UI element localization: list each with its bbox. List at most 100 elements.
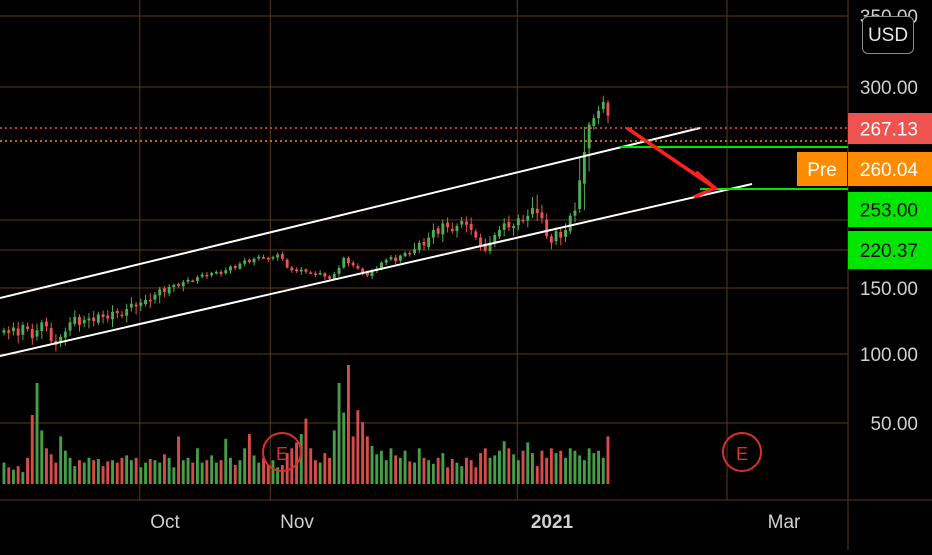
volume-bar <box>431 463 435 484</box>
candle-body <box>177 284 180 286</box>
volume-bar <box>587 448 591 484</box>
volume-bar <box>582 460 586 484</box>
candle-body <box>280 254 284 259</box>
price-tag <box>848 113 932 144</box>
candle-body <box>413 249 416 254</box>
volume-bar <box>564 457 567 484</box>
candles <box>2 95 610 352</box>
candle-body <box>408 252 412 255</box>
candle-body <box>73 317 77 324</box>
candle-body <box>356 266 360 269</box>
volume-bar <box>210 455 214 484</box>
currency-label: USD <box>867 25 909 46</box>
volume-bar <box>290 448 294 484</box>
volume-bar <box>243 448 247 484</box>
candle-body <box>285 259 289 268</box>
volume-bar <box>144 462 147 484</box>
volume-bar <box>219 460 223 484</box>
volume-bar <box>191 462 195 484</box>
candle-body <box>427 237 431 247</box>
candle-body <box>309 272 313 274</box>
candle-body <box>365 272 369 276</box>
candle-body <box>601 102 605 110</box>
candle-body <box>63 331 67 338</box>
candle-body <box>271 257 275 259</box>
volume-bar <box>323 453 327 484</box>
volume-bar <box>365 436 369 484</box>
candle-body <box>328 276 331 279</box>
candle-body <box>587 124 591 149</box>
volume-bar <box>601 457 605 484</box>
volume-bar <box>450 459 454 484</box>
volume-bar <box>531 453 534 484</box>
volume-bar <box>26 457 29 484</box>
candle-body <box>578 180 582 209</box>
volume-bar <box>554 453 558 484</box>
currency-button[interactable]: USD <box>862 16 914 54</box>
pre-tag <box>797 152 847 186</box>
volume-bar <box>460 466 464 484</box>
candle-body <box>49 327 53 341</box>
volume-bars <box>2 365 610 485</box>
candle-body <box>299 269 303 272</box>
volume-bar <box>304 418 308 485</box>
volume-bar <box>163 454 166 485</box>
candle-body <box>545 219 549 237</box>
candle-body <box>361 268 365 273</box>
candle-body <box>332 274 336 280</box>
volume-bar <box>498 450 501 484</box>
volume-bar <box>7 467 11 484</box>
volume-bar <box>106 461 110 484</box>
volume-bar <box>196 448 199 484</box>
candle-body <box>337 268 341 274</box>
volume-bar <box>233 465 237 484</box>
volume-bar <box>285 453 289 484</box>
y-tick-label: 300.00 <box>860 78 918 99</box>
price-tag <box>848 152 932 186</box>
arrow-head <box>693 170 719 199</box>
volume-bar <box>465 457 468 484</box>
candle-body <box>469 224 473 230</box>
volume-bar <box>549 448 553 484</box>
candle-body <box>389 257 393 260</box>
candle-body <box>498 229 501 237</box>
candle-body <box>446 222 449 228</box>
volume-bar <box>427 460 431 484</box>
price-tag <box>848 231 932 269</box>
volume-bar <box>314 460 317 484</box>
volume-bar <box>512 454 516 485</box>
candle-body <box>370 271 374 276</box>
candle-body <box>243 260 247 264</box>
volume-bar <box>403 450 407 484</box>
candle-body <box>233 266 237 268</box>
volume-bar <box>592 453 596 484</box>
volume-bar <box>502 441 506 484</box>
volume-bar <box>526 442 530 484</box>
candle-body <box>266 257 270 260</box>
candle-body <box>172 284 176 287</box>
volume-bar <box>441 453 445 484</box>
candle-body <box>210 272 214 276</box>
x-tick-label: Oct <box>150 512 180 533</box>
candle-body <box>163 288 166 292</box>
volume-bar <box>455 462 459 484</box>
y-tick-label: 150.00 <box>860 279 918 300</box>
volume-bar <box>115 462 119 484</box>
candle-body <box>16 328 20 336</box>
volume-bar <box>483 448 487 484</box>
price-tag <box>848 192 932 227</box>
candle-body <box>526 215 530 221</box>
candle-body <box>535 208 539 214</box>
candle-body <box>474 231 478 238</box>
volume-bar <box>238 460 242 484</box>
candle-body <box>167 286 171 294</box>
candle-body <box>219 271 223 274</box>
volume-bar <box>139 467 143 484</box>
candle-body <box>205 274 209 277</box>
volume-bar <box>87 457 91 484</box>
pre-tag-label: Pre <box>807 160 837 181</box>
volume-bar <box>493 455 497 484</box>
candle-body <box>252 258 256 263</box>
